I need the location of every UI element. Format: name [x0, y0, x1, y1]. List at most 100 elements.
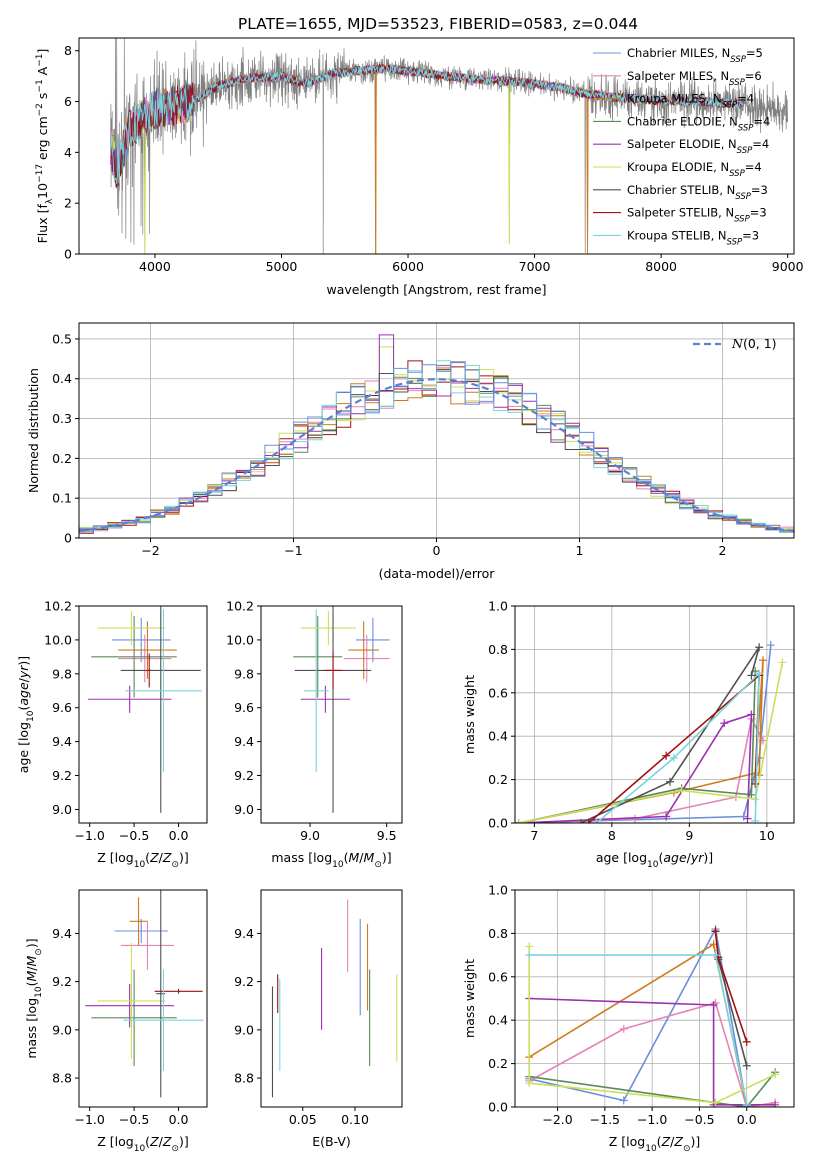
mass-weight-marker	[662, 751, 671, 760]
mass-weight-marker	[771, 1100, 780, 1107]
errorbar-point	[348, 621, 380, 679]
residuals-ylabel: Normed distribution	[26, 368, 41, 493]
errorbar-point	[323, 651, 343, 690]
x-tick-label: 6000	[392, 259, 424, 274]
y-tick-label: 9.2	[234, 974, 254, 989]
mass-weight-marker	[619, 1096, 628, 1105]
mass-weight-marker	[711, 951, 720, 960]
y-tick-label: 0.5	[52, 331, 72, 346]
figure-title: PLATE=1655, MJD=53523, FIBERID=0583, z=0…	[238, 15, 638, 33]
y-tick-label: 9.4	[234, 734, 254, 749]
legend-entry: Chabrier STELIB, NSSP=3	[627, 183, 768, 202]
mass-weight-series	[518, 713, 753, 823]
y-tick-label: 0.6	[488, 969, 508, 984]
x-tick-label: 0.05	[289, 1112, 317, 1127]
x-tick-label: 1	[576, 543, 584, 558]
mass-weight-series	[528, 946, 776, 1104]
x-tick-label: −1	[284, 543, 302, 558]
y-tick-label: 9.0	[52, 1022, 72, 1037]
x-tick-label: 9.5	[377, 828, 397, 843]
ebv-mass-plot-area	[271, 899, 398, 1098]
mass-weight-marker	[742, 1100, 751, 1107]
mass-weight-marker	[666, 777, 674, 786]
y-tick-label: 0.6	[488, 685, 508, 700]
errorbar-point	[87, 685, 172, 713]
spectrum-model-line	[110, 64, 744, 184]
y-tick-label: 9.8	[52, 666, 72, 681]
y-tick-label: 0	[64, 247, 72, 262]
spectrum-ylabel: Flux [fλ10−17 erg cm−2 s−1 A−1]	[35, 49, 55, 244]
y-tick-label: 0.0	[488, 816, 508, 831]
errorbar-point	[111, 617, 171, 662]
y-tick-label: 0.3	[52, 411, 72, 426]
chart-age-massweight: 7 8 9 10 0.0 0.2 0.4 0.6 0.8 1.0 age [log10(age/yr…	[462, 599, 795, 870]
z-massweight-ylabel: mass weight	[462, 959, 477, 1038]
mass-weight-marker	[709, 1001, 718, 1010]
errorbar-point	[120, 921, 175, 970]
x-tick-label: 9000	[772, 259, 804, 274]
x-tick-label: 4000	[139, 259, 171, 274]
y-tick-label: 1.0	[488, 599, 508, 614]
mass-weight-series	[518, 671, 757, 823]
mass-weight-marker	[584, 819, 593, 823]
spectrum-plot-area	[110, 38, 789, 254]
y-tick-label: 10.0	[44, 632, 72, 647]
mass-weight-series	[518, 662, 784, 823]
x-tick-label: 8000	[645, 259, 677, 274]
mass-weight-marker	[742, 1061, 751, 1070]
y-tick-label: 1.0	[488, 883, 508, 898]
spectrum-frame	[78, 37, 795, 255]
chart-z-age: −1.0 −0.5 0.0 9.0 9.2 9.4 9.6 9.8 10.0 10.2 Z [log…	[16, 599, 208, 870]
mass-weight-marker	[515, 819, 523, 823]
mass-weight-marker	[576, 819, 585, 823]
y-tick-label: 9.2	[52, 768, 72, 783]
y-tick-label: 8	[64, 43, 72, 58]
residuals-plot-area	[79, 323, 794, 538]
mass-weight-marker	[669, 753, 678, 762]
y-tick-label: 0.8	[488, 642, 508, 657]
errorbar-point	[303, 609, 329, 773]
y-tick-label: 9.2	[52, 974, 72, 989]
ebv-mass-frame	[260, 889, 403, 1108]
mass-weight-marker	[711, 927, 720, 936]
age-massweight-frame	[514, 605, 795, 824]
mass-weight-series	[714, 931, 748, 1043]
y-tick-label: 9.2	[234, 768, 254, 783]
legend-entry: Chabrier MILES, NSSP=5	[627, 46, 763, 65]
errorbar-point	[343, 634, 390, 683]
legend-entry: N(0, 1)	[731, 336, 777, 351]
mass-weight-series	[518, 716, 764, 823]
y-tick-label: 9.6	[234, 700, 254, 715]
errorbar-point	[118, 621, 177, 679]
legend-entry: Kroupa MILES, NSSP=4	[627, 92, 754, 111]
z-age-ylabel: age [log10(age/yr)]	[16, 656, 36, 773]
age-massweight-plot-area	[515, 606, 794, 823]
y-tick-label: 0.1	[52, 491, 72, 506]
x-tick-label: −1.0	[74, 828, 104, 843]
mass-weight-marker	[739, 812, 748, 821]
y-tick-label: 10.2	[44, 599, 72, 614]
mass-weight-marker	[766, 641, 775, 650]
age-massweight-xlabel: age [log10(age/yr)]	[596, 850, 713, 870]
y-tick-label: 9.0	[234, 1022, 254, 1037]
y-tick-label: 9.8	[234, 666, 254, 681]
y-tick-label: 9.4	[52, 734, 72, 749]
chart-z-mass: −1.0 −0.5 0.0 8.8 9.0 9.2 9.4 Z [log10(Z/Z⊙)] ma…	[24, 889, 208, 1154]
mass-weight-marker	[751, 779, 760, 788]
errorbar-point	[125, 609, 202, 773]
z-massweight-xlabel: Z [log10(Z/Z⊙)]	[609, 1134, 701, 1154]
chart-mass-age: 9.0 9.5 9.0 9.2 9.4 9.6 9.8 10.0 10.2 mass [log10…	[226, 599, 403, 870]
errorbar-point	[300, 611, 357, 645]
z-mass-frame	[78, 889, 208, 1108]
x-tick-label: −2.0	[542, 1112, 572, 1127]
mass-weight-marker	[755, 643, 764, 652]
y-tick-label: 0	[64, 531, 72, 546]
errorbar-point	[154, 988, 203, 994]
mass-weight-marker	[525, 951, 534, 960]
y-tick-label: 0.4	[488, 729, 508, 744]
mass-weight-marker	[677, 786, 686, 795]
x-tick-label: −2	[141, 543, 159, 558]
errorbar-point	[129, 897, 148, 946]
mass-weight-marker	[771, 1070, 780, 1079]
